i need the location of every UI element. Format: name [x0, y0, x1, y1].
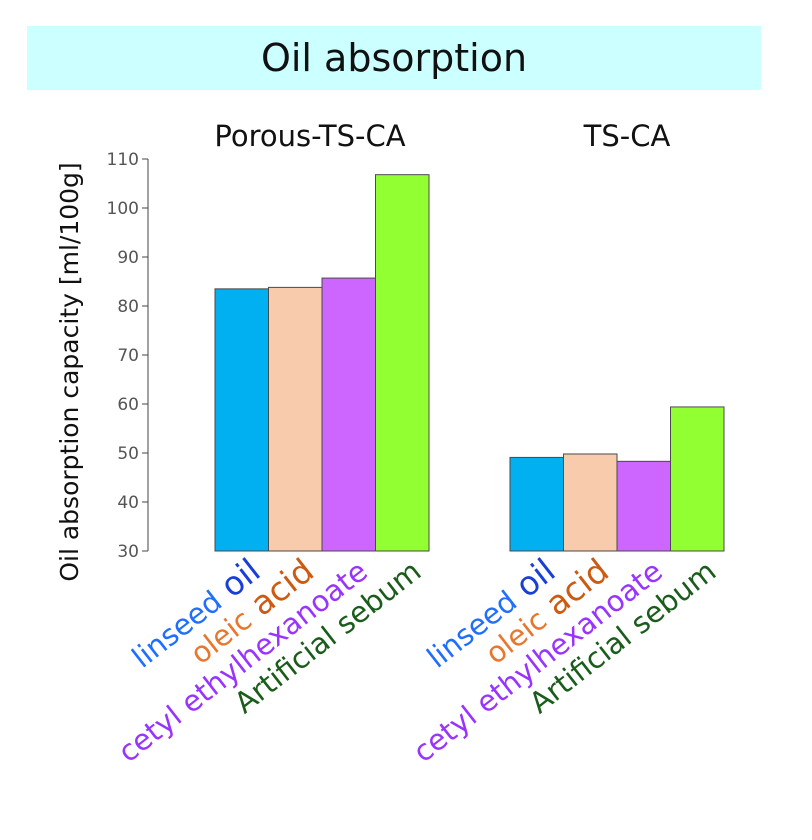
- y-tick-label: 100: [107, 199, 139, 219]
- y-tick-label: 30: [117, 542, 139, 562]
- y-tick-label: 70: [117, 346, 139, 366]
- y-tick-label: 90: [117, 248, 139, 268]
- bar: [670, 406, 725, 552]
- bar: [268, 286, 323, 552]
- y-tick-label: 50: [117, 444, 139, 464]
- bar: [616, 460, 671, 552]
- chart-main-title: Oil absorption: [260, 36, 528, 80]
- bar: [509, 456, 564, 552]
- y-axis-label: Oil absorption capacity [ml/100g]: [55, 162, 84, 581]
- title-banner: Oil absorption: [27, 26, 761, 90]
- panel-title: Porous-TS-CA: [214, 119, 405, 153]
- y-tick-label: 110: [107, 150, 139, 170]
- panel-title: TS-CA: [583, 119, 671, 153]
- y-tick-label: 60: [117, 395, 139, 415]
- bar: [214, 288, 269, 552]
- y-tick-label: 40: [117, 493, 139, 513]
- bar: [375, 174, 430, 552]
- bar: [321, 277, 376, 552]
- y-tick-label: 80: [117, 297, 139, 317]
- bar: [563, 453, 618, 552]
